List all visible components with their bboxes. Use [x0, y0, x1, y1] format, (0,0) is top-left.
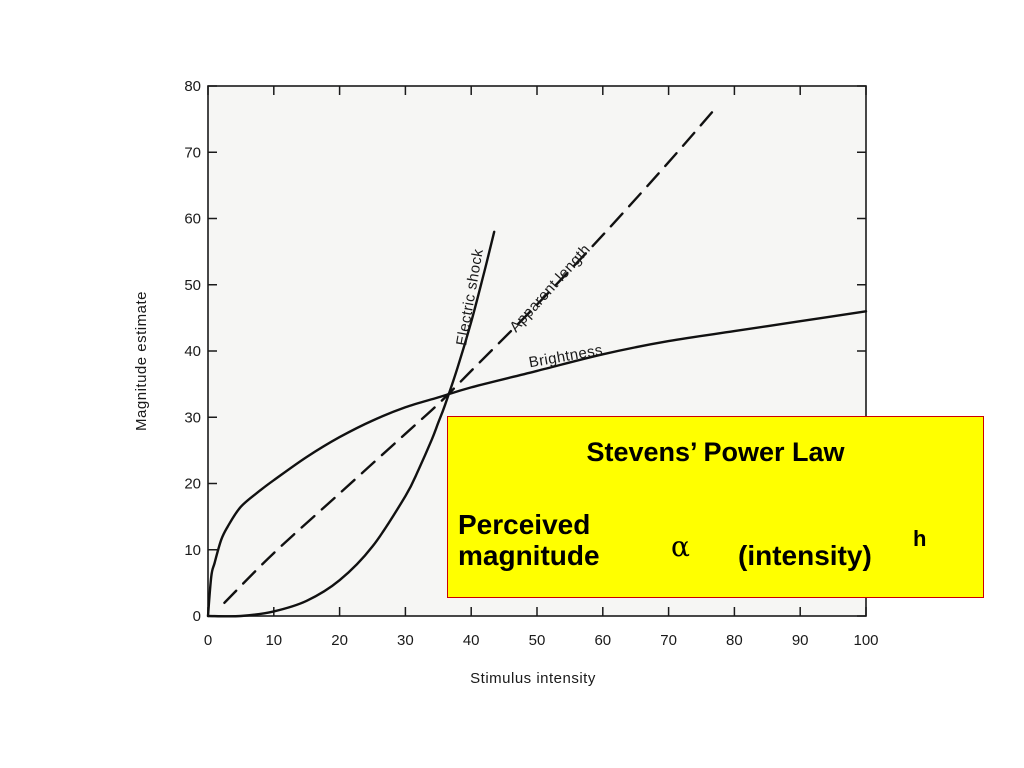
y-tick-label: 50 [184, 277, 201, 294]
x-tick-label: 20 [331, 632, 348, 649]
axes: 0 10 20 30 40 50 60 70 80 90 100 0 10 20 30 40 50 60 70 80 S… [133, 78, 879, 687]
y-axis-title: Magnitude estimate [133, 291, 150, 431]
y-tick-label: 10 [184, 542, 201, 559]
electric-shock-curve [206, 230, 496, 618]
x-tick-label: 10 [265, 632, 282, 649]
x-tick-label: 40 [463, 632, 480, 649]
y-tick-label: 70 [184, 144, 201, 161]
x-tick-label: 60 [594, 632, 611, 649]
apparent-length-curve [223, 108, 716, 604]
y-tick-label: 20 [184, 476, 201, 493]
formula-box: Stevens’ Power Law Perceived magnitude α… [447, 416, 984, 598]
brightness-curve [206, 310, 868, 618]
x-tick-label: 100 [853, 632, 878, 649]
formula-intensity: (intensity) [738, 540, 872, 571]
formula-title: Stevens’ Power Law [586, 437, 845, 467]
x-tick-label: 50 [529, 632, 546, 649]
formula-perceived-magnitude: Perceived magnitude [458, 509, 600, 571]
formula-exponent: h [913, 526, 927, 551]
x-tick-label: 30 [397, 632, 414, 649]
electric-shock-curve-path [206, 230, 496, 618]
x-axis-title: Stimulus intensity [470, 670, 596, 687]
curves [206, 108, 868, 618]
proportional-symbol: α [671, 530, 690, 563]
y-tick-label: 60 [184, 211, 201, 228]
y-tick-label: 30 [184, 409, 201, 426]
brightness-curve-path [206, 310, 868, 618]
x-tick-label: 80 [726, 632, 743, 649]
apparent-length-curve-path [223, 108, 716, 604]
x-tick-label: 90 [792, 632, 809, 649]
y-tick-label: 40 [184, 343, 201, 360]
x-tick-label: 0 [204, 632, 212, 649]
y-tick-label: 80 [184, 78, 201, 95]
x-tick-label: 70 [660, 632, 677, 649]
y-tick-label: 0 [193, 608, 201, 625]
